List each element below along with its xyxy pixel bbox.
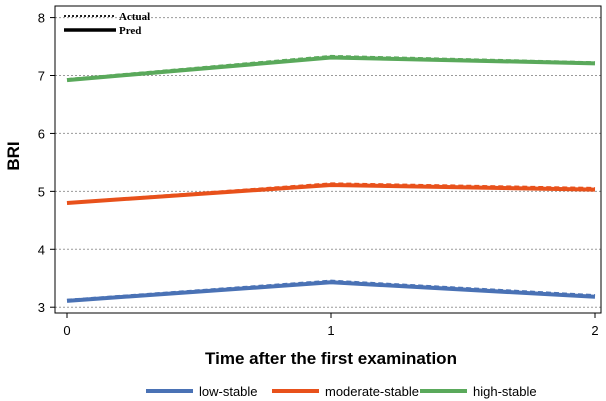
y-axis-title: BRI: [4, 141, 23, 170]
y-tick-label-5: 5: [38, 184, 45, 199]
tick-labels: 3 4 5 6 7 8 0 1 2: [38, 11, 599, 338]
x-tick-label-1: 1: [327, 323, 334, 338]
y-tick-label-4: 4: [38, 242, 45, 257]
axes: [50, 5, 602, 318]
series-line-pred-moderate-stable: [66, 182, 596, 205]
style-legend: Actual Pred: [64, 11, 150, 37]
x-axis-title: Time after the first examination: [205, 349, 457, 368]
style-legend-pred-label: Pred: [119, 25, 141, 37]
x-tick-label-0: 0: [63, 323, 70, 338]
y-tick-label-7: 7: [38, 69, 45, 84]
y-tick-label-3: 3: [38, 300, 45, 315]
legend-label-low-stable: low-stable: [199, 384, 258, 399]
y-tick-label-6: 6: [38, 126, 45, 141]
series-line-pred-high-stable: [66, 55, 596, 83]
series-lines: [66, 54, 596, 303]
y-tick-label-8: 8: [38, 11, 45, 26]
legend-label-high-stable: high-stable: [473, 384, 537, 399]
gridlines: [55, 17, 601, 308]
legend-label-moderate-stable: moderate-stable: [325, 384, 419, 399]
x-tick-label-2: 2: [591, 323, 598, 338]
series-legend: low-stable moderate-stable high-stable: [146, 384, 537, 399]
series-line-pred-low-stable: [66, 280, 596, 303]
style-legend-actual-label: Actual: [119, 11, 150, 23]
plot-frame: [54, 5, 602, 314]
